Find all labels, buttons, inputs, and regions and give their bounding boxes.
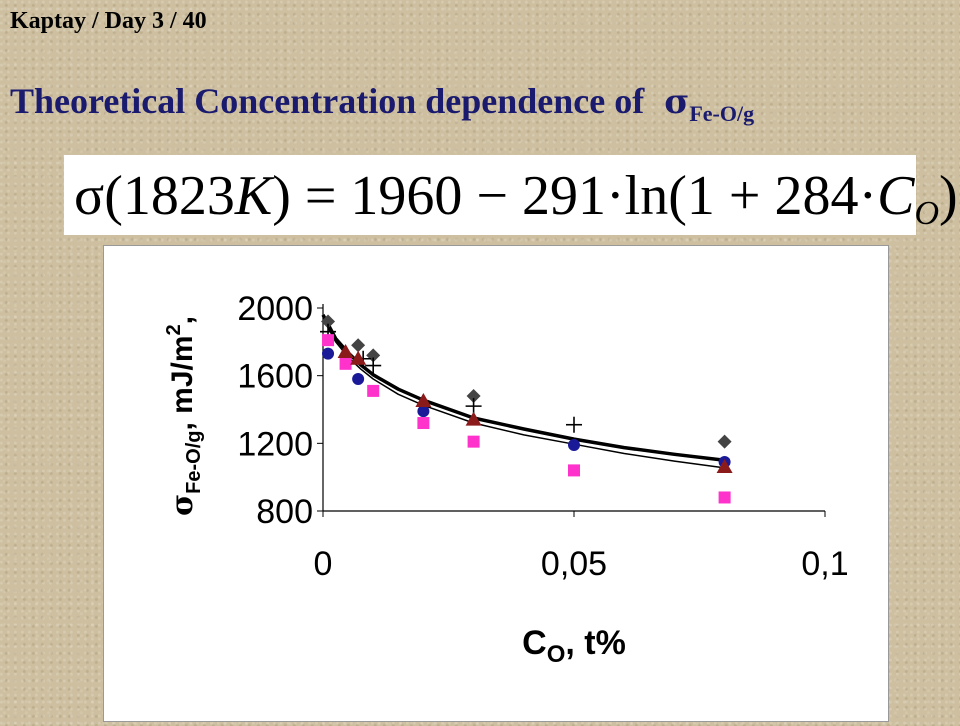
- data-point-plus: [465, 398, 482, 415]
- slide-header: Kaptay / Day 3 / 40: [10, 8, 207, 34]
- title-sigma-symbol: σ: [664, 82, 690, 122]
- formula-open: (1823: [104, 165, 235, 227]
- x-axis-label: CO, t%: [522, 624, 626, 668]
- data-point-circle: [352, 373, 365, 386]
- data-point-triangle: [415, 393, 432, 408]
- data-point-diamond: [717, 434, 732, 449]
- formula: σ(1823K) = 1960 − 291·ln(1 + 284·CO): [74, 160, 958, 232]
- data-point-circle: [417, 405, 430, 418]
- model-curve: [321, 313, 725, 463]
- chart-panel: 800 1200 1600 2000 0 0,05 0,1 CO, t% σFe-O/g, mJ…: [103, 245, 889, 722]
- data-point-triangle: [716, 459, 733, 474]
- data-point-diamond: [466, 388, 481, 403]
- chart-svg: 800 1200 1600 2000 0 0,05 0,1 CO, t% σFe-O/g, mJ…: [163, 290, 849, 668]
- data-point-triangle: [337, 343, 354, 358]
- formula-k: K: [234, 165, 273, 227]
- y-tick-label: 1600: [237, 358, 313, 396]
- data-point-square: [339, 357, 352, 370]
- data-point-triangle: [350, 350, 367, 365]
- data-point-square: [322, 334, 335, 347]
- chart-curves: [321, 313, 725, 469]
- formula-sub-o: O: [914, 195, 940, 232]
- y-tick-label: 800: [256, 493, 313, 531]
- data-point-circle: [568, 439, 580, 452]
- formula-sigma: σ: [74, 165, 105, 227]
- y-tick-label: 1200: [237, 425, 313, 463]
- data-point-diamond: [351, 338, 366, 353]
- title-text: Theoretical Concentration dependence of: [10, 81, 645, 121]
- y-axis-label: σFe-O/g, mJ/m2,: [163, 316, 205, 516]
- slide-title: Theoretical Concentration dependence of σ…: [10, 80, 754, 127]
- formula-c: C: [877, 165, 915, 227]
- data-point-plus: [566, 416, 582, 433]
- title-subscript: Fe-O/g: [689, 101, 755, 126]
- data-point-square: [467, 435, 480, 448]
- chart-axes: [317, 304, 826, 517]
- data-point-diamond: [321, 314, 336, 329]
- formula-body: ) = 1960 − 291·ln(1 + 284·: [272, 165, 878, 227]
- x-tick-label: 0: [314, 545, 333, 583]
- formula-box: [64, 155, 916, 235]
- data-point-circle: [322, 347, 335, 360]
- formula-end: ): [939, 165, 958, 227]
- chart-labels: 800 1200 1600 2000 0 0,05 0,1 CO, t% σFe-O/g, mJ…: [163, 290, 849, 668]
- data-point-square: [718, 491, 731, 504]
- data-point-plus: [365, 357, 382, 374]
- data-point-square: [417, 417, 430, 430]
- data-point-square: [568, 464, 580, 477]
- x-tick-label: 0,05: [541, 545, 607, 583]
- model-curve: [322, 317, 725, 469]
- y-axis-label-text: σFe-O/g, mJ/m2,: [163, 316, 205, 516]
- x-tick-label: 0,1: [801, 545, 848, 583]
- data-point-triangle: [465, 411, 482, 426]
- data-point-square: [367, 384, 380, 397]
- y-tick-label: 2000: [237, 290, 313, 328]
- chart-marks: [320, 314, 733, 504]
